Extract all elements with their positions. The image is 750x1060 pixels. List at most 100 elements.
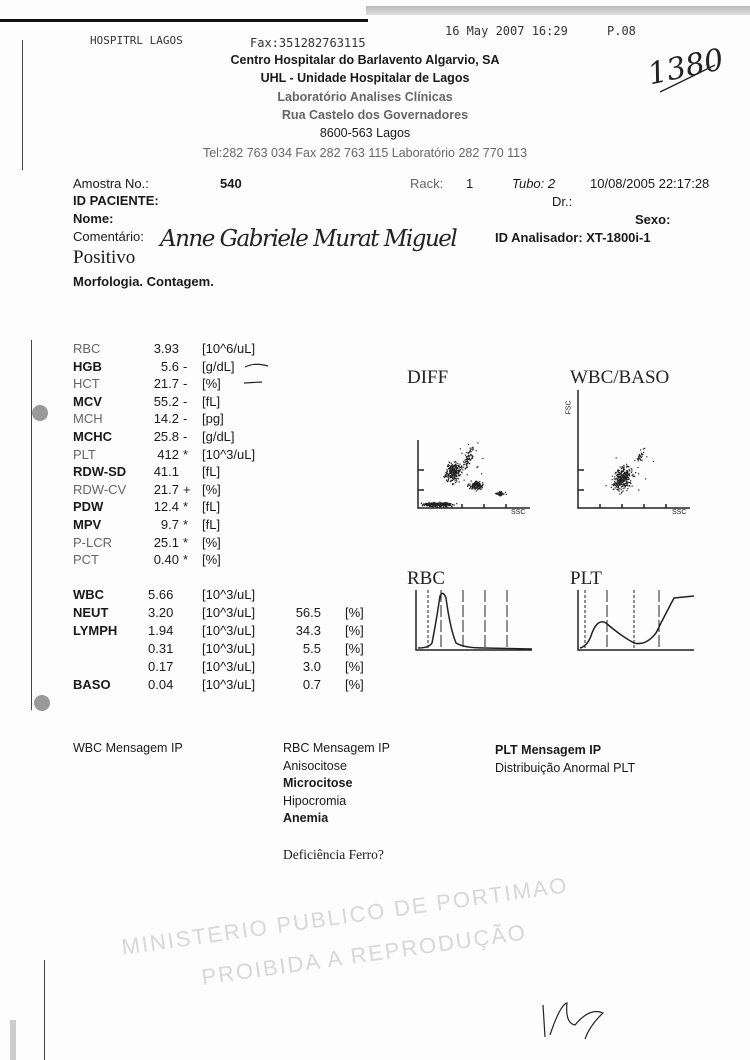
- result-name: LYMPH: [73, 623, 118, 638]
- scatter-point: [624, 477, 626, 479]
- scatter-point: [477, 442, 479, 444]
- result-unit: [10^3/uL]: [202, 677, 256, 692]
- fax-top-gray-bar: [366, 6, 750, 15]
- scatter-point: [627, 474, 629, 476]
- plt-message-title: PLT Mensagem IP: [495, 743, 602, 757]
- result-percent: 5.5: [302, 641, 321, 656]
- scatter-point: [432, 503, 434, 505]
- scatter-point: [625, 466, 628, 468]
- scatter-point: [622, 467, 624, 469]
- scatter-point: [496, 492, 499, 494]
- scatter-point: [616, 485, 618, 487]
- wbc-baso-x-axis-label: SSC: [672, 509, 687, 516]
- scatter-point: [466, 474, 468, 476]
- scatter-point: [451, 473, 453, 475]
- scatter-point: [476, 485, 478, 487]
- scatter-point: [464, 468, 466, 470]
- scatter-point: [616, 472, 618, 474]
- scatter-point: [619, 483, 621, 485]
- result-name: MCV: [73, 393, 102, 409]
- scatter-point: [446, 506, 448, 508]
- scatter-point: [425, 502, 428, 504]
- scatter-point: [497, 492, 499, 494]
- scatter-point: [623, 464, 625, 467]
- scatter-point: [617, 489, 619, 491]
- scatter-point: [500, 492, 502, 494]
- scatter-point: [477, 489, 479, 491]
- scatter-point: [626, 482, 628, 484]
- result-percent-unit: [%]: [345, 659, 364, 674]
- result-percent: 56.5: [295, 605, 321, 620]
- scatter-point: [629, 485, 631, 487]
- scatter-point: [481, 473, 483, 475]
- scatter-point: [422, 504, 424, 506]
- plt-message-item: Distribuição Anormal PLT: [495, 760, 636, 775]
- scatter-point: [499, 491, 501, 494]
- scatter-point: [622, 490, 624, 492]
- plt-histogram: [577, 590, 695, 651]
- scatter-point: [641, 456, 643, 458]
- scatter-point: [476, 483, 478, 485]
- scatter-point: [623, 477, 625, 479]
- scatter-point: [452, 468, 454, 470]
- scatter-point: [450, 465, 452, 468]
- scatter-point: [467, 458, 469, 460]
- scatter-point: [624, 485, 626, 487]
- scatter-point: [422, 505, 424, 507]
- scatter-point: [498, 494, 500, 496]
- scatter-point: [469, 447, 471, 449]
- scatter-point: [434, 501, 436, 504]
- scatter-point: [436, 504, 438, 506]
- scatter-point: [496, 492, 498, 494]
- scatter-point: [475, 487, 477, 489]
- result-flag: *: [183, 517, 189, 532]
- scatter-point: [476, 486, 478, 488]
- scatter-point: [452, 469, 454, 472]
- scatter-point: [624, 473, 626, 475]
- result-value: 0.04: [148, 677, 174, 692]
- scatter-point: [631, 468, 633, 470]
- scatter-point: [479, 481, 481, 483]
- scatter-point: [462, 461, 465, 463]
- result-unit: [10^3/uL]: [202, 623, 256, 638]
- scatter-point: [469, 451, 471, 453]
- scatter-point: [446, 480, 449, 482]
- scatter-point: [443, 504, 445, 506]
- scatter-point: [448, 477, 450, 479]
- scatter-point: [444, 475, 446, 477]
- rbc-graph-title: RBC: [407, 568, 446, 589]
- scatter-point: [465, 459, 467, 461]
- scatter-point: [625, 479, 627, 481]
- scatter-point: [443, 476, 445, 478]
- scatter-point: [620, 479, 622, 481]
- scatter-point: [448, 464, 450, 466]
- scatter-point: [630, 480, 632, 482]
- scatter-point: [441, 505, 443, 507]
- scatter-point: [450, 472, 452, 474]
- scatter-point: [434, 505, 436, 507]
- scatter-point: [457, 467, 459, 470]
- result-name: PDW: [73, 499, 104, 515]
- scatter-point: [611, 475, 614, 477]
- result-unit: [%]: [202, 376, 221, 392]
- scatter-point: [429, 503, 431, 505]
- result-value: 25.8: [153, 429, 179, 444]
- rbc-message-item: Hipocromia: [283, 793, 347, 808]
- scatter-point: [447, 504, 449, 506]
- result-value: 5.6: [160, 358, 179, 374]
- scatter-point: [620, 488, 622, 490]
- scatter-point: [432, 502, 434, 505]
- scatter-point: [471, 487, 473, 489]
- scatter-point: [617, 483, 619, 485]
- scatter-point: [420, 502, 422, 504]
- scatter-point: [458, 470, 460, 472]
- scatter-point: [622, 484, 624, 486]
- scatter-point: [442, 506, 445, 508]
- scatter-point: [454, 470, 457, 472]
- scatter-point: [456, 471, 458, 473]
- scatter-point: [443, 503, 445, 505]
- scatter-point: [435, 505, 437, 508]
- scatter-point: [454, 465, 456, 467]
- scatter-point: [639, 455, 641, 457]
- scatter-point: [618, 490, 620, 492]
